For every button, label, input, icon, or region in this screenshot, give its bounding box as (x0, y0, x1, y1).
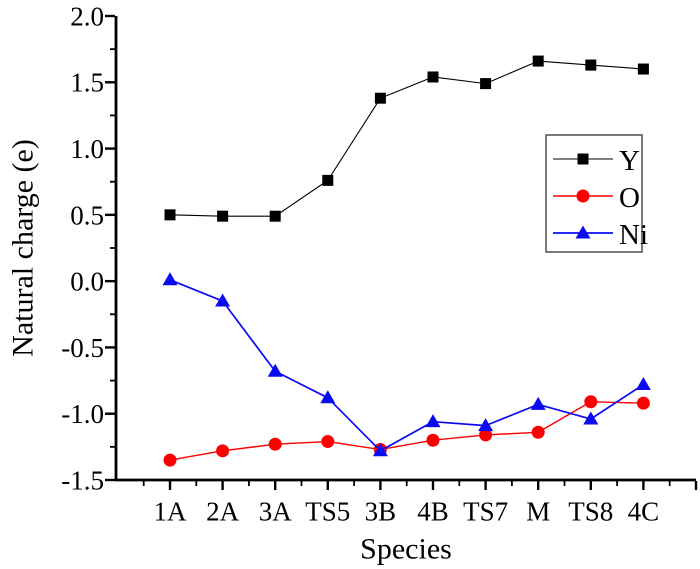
legend-entry-Y: Y (553, 145, 640, 177)
series-Ni-marker (267, 363, 283, 377)
x-tick-label: TS8 (568, 496, 613, 526)
y-axis-title: Natural charge (e) (7, 139, 40, 357)
series-O-marker (479, 428, 493, 442)
x-tick-label: M (526, 496, 550, 526)
y-tick-label: -0.5 (61, 333, 104, 363)
series-Y-marker (374, 92, 386, 104)
series-Ni-marker (162, 272, 178, 286)
x-tick-label: TS7 (463, 496, 508, 526)
series-O-marker (321, 435, 335, 449)
axis-lines (114, 16, 696, 482)
series-Ni-marker (583, 411, 599, 425)
axes (114, 16, 696, 482)
y-tick-label: 0.5 (70, 200, 104, 230)
series-O-marker (531, 425, 545, 439)
series-Y-marker (637, 63, 649, 75)
x-axis-title: Species (360, 533, 452, 566)
series-O-marker (636, 396, 650, 410)
legend: YO Ni (545, 134, 648, 253)
x-axis: 1A 2A 3A TS5 3B 4B TS7 M TS8 4C (142, 481, 698, 526)
series-Ni-marker (530, 396, 546, 410)
series-O-line (169, 401, 644, 461)
series-Y (164, 55, 649, 222)
y-tick-label: -1.5 (61, 465, 104, 495)
series-Y-marker (532, 55, 544, 67)
legend-square-icon (577, 153, 589, 165)
series-Ni-marker (320, 390, 336, 404)
series-O-marker (163, 453, 177, 467)
x-tick-label: TS5 (305, 496, 350, 526)
series-Ni-marker (372, 443, 388, 457)
series-O-marker (216, 444, 230, 458)
legend-entry-O: O (553, 182, 640, 214)
x-tick-label: 4C (628, 496, 660, 526)
y-axis: -1.5 -1.0 -0.5 0.0 0.5 1.0 1.5 2.0 (61, 1, 115, 495)
y-tick-label: 2.0 (70, 1, 104, 31)
legend-triangle-icon (575, 225, 591, 239)
x-tick-label: 3B (365, 496, 397, 526)
series-O-marker (426, 433, 440, 447)
series-Ni-marker (635, 377, 651, 391)
series-Y-marker (585, 59, 597, 71)
x-tick-label: 1A (154, 496, 188, 526)
legend-label: O (619, 182, 640, 214)
series-O-marker (584, 395, 598, 409)
series-Y-marker (164, 209, 176, 221)
series-Y-marker (217, 210, 229, 222)
legend-circle-icon (576, 189, 590, 203)
series-Y-marker (480, 78, 492, 90)
series-Ni-marker (215, 293, 231, 307)
y-tick-label: 1.5 (70, 68, 104, 98)
series-O-marker (268, 437, 282, 451)
y-tick-label: 0.0 (70, 267, 104, 297)
series-Y-line (169, 60, 644, 217)
series-O (163, 395, 650, 467)
y-tick-label: 1.0 (70, 134, 104, 164)
series-Y-marker (427, 71, 439, 83)
series-Y-marker (322, 174, 334, 186)
y-tick-label: -1.0 (61, 399, 104, 429)
legend-entry-Ni: Ni (553, 219, 648, 251)
x-tick-label: 3A (259, 496, 293, 526)
legend-label: Y (619, 145, 640, 177)
series-Ni-marker (425, 414, 441, 428)
series-Ni-marker (478, 418, 494, 432)
x-tick-label: 2A (206, 496, 240, 526)
series-Ni (162, 272, 651, 457)
series-Ni-line (169, 279, 644, 452)
legend-label: Ni (619, 219, 648, 251)
x-tick-label: 4B (417, 496, 449, 526)
series-Y-marker (269, 210, 281, 222)
